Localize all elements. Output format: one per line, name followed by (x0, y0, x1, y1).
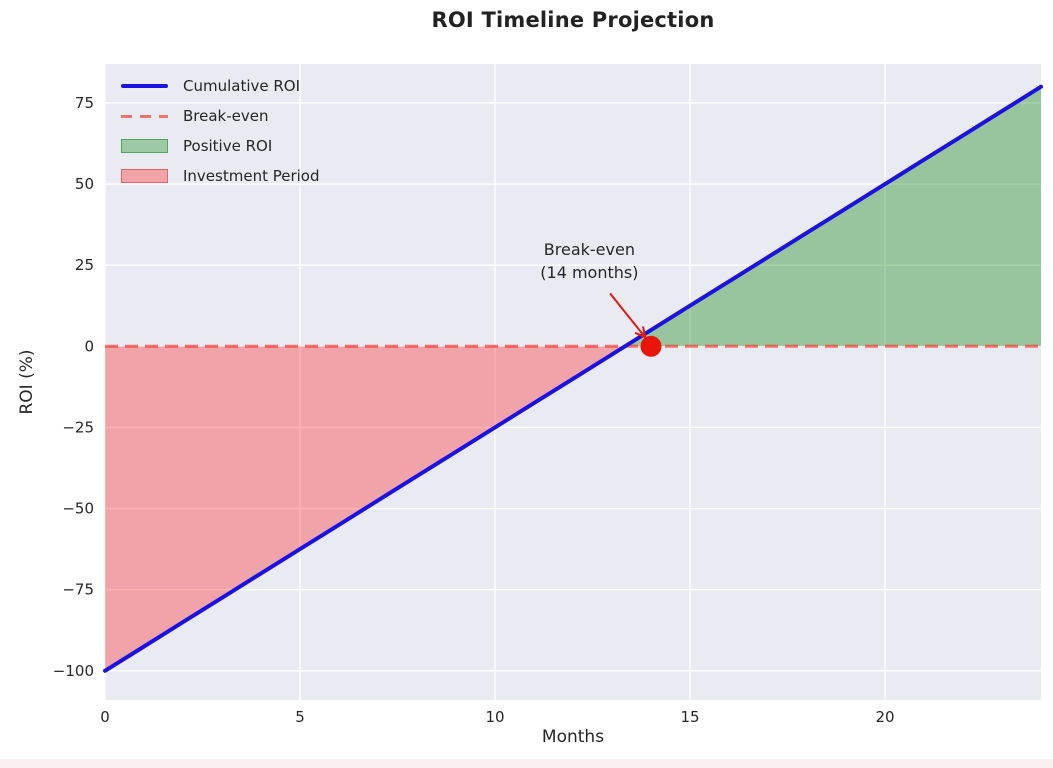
legend-label: Break-even (183, 107, 269, 125)
legend-label: Investment Period (183, 167, 320, 185)
legend-item-break-even: Break-even (121, 101, 320, 131)
y-tick-label: −75 (62, 581, 94, 599)
y-axis-label: ROI (%) (17, 349, 37, 415)
y-tick-label: −25 (62, 418, 94, 436)
annotation-arrowhead (634, 331, 646, 339)
annotation-arrowhead (642, 326, 647, 338)
legend: Cumulative ROI Break-even Positive ROI Inve… (121, 71, 320, 191)
y-tick-label: 50 (75, 175, 94, 193)
annotation-line: (14 months) (540, 262, 639, 282)
legend-item-investment-period: Investment Period (121, 161, 320, 191)
window-edge-strip (0, 759, 1053, 768)
x-tick-label: 20 (875, 708, 894, 726)
legend-swatch-patch (121, 169, 168, 183)
chart-title: ROI Timeline Projection (431, 8, 715, 32)
y-tick-label: −50 (62, 500, 94, 518)
x-axis-label: Months (541, 727, 605, 747)
x-tick-label: 15 (680, 708, 699, 726)
annotation-arrow (609, 292, 646, 338)
y-tick-label: 0 (84, 337, 94, 355)
positive-roi-fill (625, 86, 1041, 347)
break-even-annotation: Break-even (14 months) (540, 238, 638, 284)
break-even-marker (640, 335, 662, 357)
x-tick-label: 0 (100, 708, 110, 726)
cumulative-roi-line (103, 84, 1043, 673)
y-tick-label: 75 (75, 94, 94, 112)
y-tick-label: −100 (53, 662, 94, 680)
investment-period-fill (105, 346, 625, 671)
annotation-line: Break-even (543, 239, 635, 259)
x-tick-label: 5 (295, 708, 305, 726)
legend-swatch-patch (121, 139, 168, 153)
legend-item-positive-roi: Positive ROI (121, 131, 320, 161)
legend-label: Positive ROI (183, 137, 273, 155)
x-tick-label: 10 (485, 708, 504, 726)
y-tick-label: 25 (75, 256, 94, 274)
legend-swatch-dashed (121, 114, 168, 118)
legend-label: Cumulative ROI (183, 77, 301, 95)
legend-swatch-line (121, 84, 168, 88)
legend-item-cumulative-roi: Cumulative ROI (121, 71, 320, 101)
